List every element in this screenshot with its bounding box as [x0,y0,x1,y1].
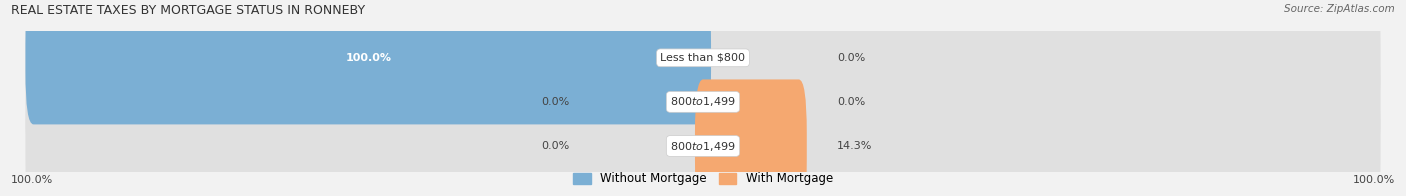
FancyBboxPatch shape [25,79,1381,196]
Text: REAL ESTATE TAXES BY MORTGAGE STATUS IN RONNEBY: REAL ESTATE TAXES BY MORTGAGE STATUS IN … [11,4,366,17]
Text: 100.0%: 100.0% [346,53,391,63]
Text: 0.0%: 0.0% [837,97,865,107]
Text: Source: ZipAtlas.com: Source: ZipAtlas.com [1284,4,1395,14]
FancyBboxPatch shape [25,35,1381,169]
Text: 0.0%: 0.0% [837,53,865,63]
FancyBboxPatch shape [25,0,1381,124]
FancyBboxPatch shape [695,79,807,196]
Text: 100.0%: 100.0% [11,175,53,185]
Text: $800 to $1,499: $800 to $1,499 [671,95,735,108]
Text: 100.0%: 100.0% [1353,175,1395,185]
Legend: Without Mortgage, With Mortgage: Without Mortgage, With Mortgage [568,168,838,190]
Text: $800 to $1,499: $800 to $1,499 [671,140,735,152]
Text: 0.0%: 0.0% [541,141,569,151]
Text: 0.0%: 0.0% [541,97,569,107]
FancyBboxPatch shape [25,0,711,124]
Text: Less than $800: Less than $800 [661,53,745,63]
Text: 14.3%: 14.3% [837,141,872,151]
